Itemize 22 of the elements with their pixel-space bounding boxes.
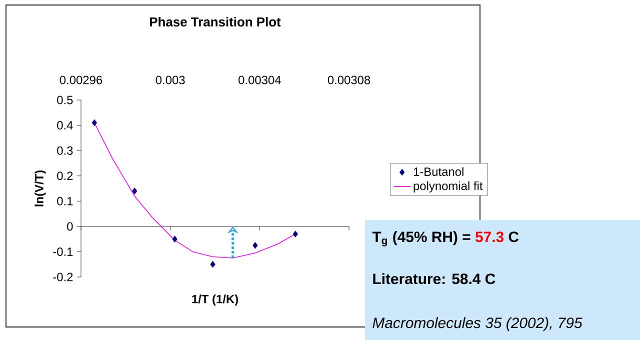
y-tick-label: 0.1: [57, 196, 73, 206]
y-tick-label: 0.4: [57, 121, 73, 130]
chart-title: Phase Transition Plot: [150, 16, 281, 26]
y-tick-label: 0: [67, 222, 73, 231]
y-axis-title: ln(V/T): [34, 170, 46, 206]
x-tick-label: 0.003: [156, 76, 185, 84]
x-tick-label: 0.00308: [328, 76, 370, 84]
text: 57.3: [475, 232, 504, 242]
x-tick-label: 0.00304: [238, 76, 281, 84]
y-tick-label: 0.2: [57, 172, 73, 180]
legend-label: 1-Butanol: [414, 167, 464, 176]
y-tick-label: 0.3: [57, 146, 73, 155]
legend-label: polynomial fit: [414, 181, 483, 192]
text: T$_{g}$ (45% RH) =: [372, 231, 470, 246]
text: C: [508, 232, 519, 242]
text: Literature: 58.4 C: [373, 273, 496, 284]
y-tick-label: 0.5: [57, 96, 73, 104]
y-tick-label: -0.2: [53, 272, 73, 282]
x-axis-title: 1/T (1/K): [192, 294, 238, 306]
x-tick-label: 0.00296: [60, 76, 102, 84]
y-tick-label: -0.1: [53, 247, 73, 256]
text: Macromolecules 35 (2002), 795: [372, 317, 582, 332]
